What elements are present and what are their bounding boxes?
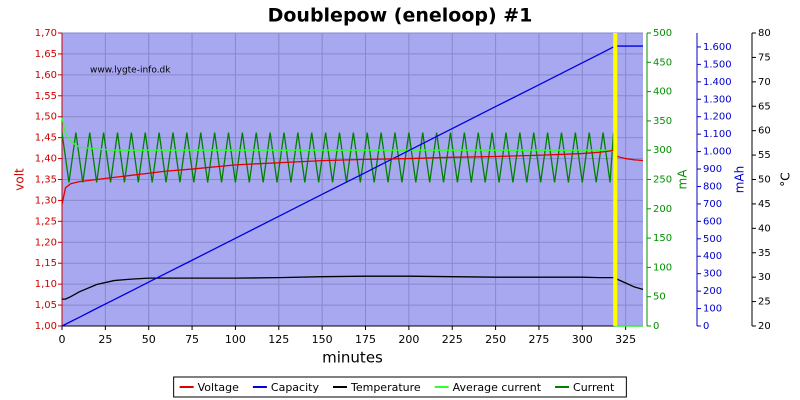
y3-tick-label: 200 (703, 286, 722, 297)
y3-tick-label: 1.300 (703, 94, 732, 105)
legend-label: Average current (453, 381, 542, 394)
y3-tick-label: 1.500 (703, 59, 732, 70)
y3-tick-label: 400 (703, 251, 722, 262)
y-axis-label: volt (13, 168, 27, 191)
chart-title: Doublepow (eneloop) #1 (268, 5, 533, 27)
y4-tick-label: 55 (758, 150, 771, 161)
y4-tick-label: 50 (758, 175, 771, 186)
y-tick-label: 1,05 (35, 300, 57, 311)
y3-tick-label: 600 (703, 216, 722, 227)
y-tick-label: 1,40 (35, 154, 57, 165)
y-tick-label: 1,70 (35, 28, 57, 39)
y3-tick-label: 1.400 (703, 77, 732, 88)
y2-tick-label: 150 (653, 233, 672, 244)
y2-tick-label: 50 (653, 292, 666, 303)
y4-tick-label: 45 (758, 199, 771, 210)
legend: Voltage Capacity Temperature Average curren… (173, 376, 627, 398)
y-tick-label: 1,50 (35, 112, 57, 123)
y2-axis-label: mA (676, 169, 690, 190)
y4-tick-label: 60 (758, 126, 771, 137)
y3-tick-label: 900 (703, 164, 722, 175)
y-tick-label: 1,15 (35, 258, 57, 269)
x-tick-label: 125 (268, 333, 289, 346)
x-tick-label: 250 (485, 333, 506, 346)
legend-label: Current (573, 381, 615, 394)
x-tick-label: 75 (185, 333, 199, 346)
y4-tick-label: 40 (758, 223, 771, 234)
x-axis-label: minutes (322, 349, 383, 367)
y4-tick-label: 30 (758, 272, 771, 283)
x-tick-label: 200 (398, 333, 419, 346)
y4-tick-label: 20 (758, 321, 771, 332)
y-tick-label: 1,60 (35, 70, 57, 81)
x-tick-label: 325 (615, 333, 636, 346)
x-tick-label: 100 (225, 333, 246, 346)
legend-label: Temperature (350, 381, 421, 394)
y-tick-label: 1,65 (35, 49, 57, 60)
y2-tick-label: 350 (653, 116, 672, 127)
y2-tick-label: 500 (653, 28, 672, 39)
y-tick-label: 1,55 (35, 91, 57, 102)
y2-tick-label: 200 (653, 204, 672, 215)
y3-tick-label: 1.200 (703, 112, 732, 123)
legend-label: Voltage (198, 381, 239, 394)
y4-tick-label: 70 (758, 77, 771, 88)
y2-tick-label: 450 (653, 57, 672, 68)
y-tick-label: 1,20 (35, 237, 57, 248)
x-tick-label: 275 (528, 333, 549, 346)
y4-tick-label: 35 (758, 248, 771, 259)
legend-label: Capacity (271, 381, 320, 394)
x-tick-label: 175 (355, 333, 376, 346)
y-tick-label: 1,10 (35, 279, 57, 290)
x-tick-label: 25 (98, 333, 112, 346)
y-tick-label: 1,00 (35, 321, 57, 332)
y3-tick-label: 800 (703, 181, 722, 192)
y-tick-label: 1,30 (35, 195, 57, 206)
y2-tick-label: 250 (653, 175, 672, 186)
y4-axis-label: °C (779, 172, 793, 186)
y4-tick-label: 25 (758, 297, 771, 308)
x-tick-label: 0 (59, 333, 66, 346)
x-tick-label: 150 (312, 333, 333, 346)
y2-tick-label: 0 (653, 321, 659, 332)
x-tick-label: 300 (572, 333, 593, 346)
y-tick-label: 1,45 (35, 133, 57, 144)
y3-tick-label: 300 (703, 269, 722, 280)
y3-tick-label: 700 (703, 199, 722, 210)
y4-tick-label: 80 (758, 28, 771, 39)
y2-tick-label: 300 (653, 145, 672, 156)
y4-tick-label: 65 (758, 101, 771, 112)
y2-tick-label: 100 (653, 262, 672, 273)
y4-tick-label: 75 (758, 52, 771, 63)
y-tick-label: 1,35 (35, 175, 57, 186)
y-tick-label: 1,25 (35, 216, 57, 227)
y3-tick-label: 1.600 (703, 42, 732, 53)
y3-tick-label: 1.000 (703, 147, 732, 158)
annotation: www.lygte-info.dk (90, 66, 171, 76)
y3-tick-label: 1.100 (703, 129, 732, 140)
x-tick-label: 225 (442, 333, 463, 346)
y2-tick-label: 400 (653, 87, 672, 98)
y3-axis-label: mAh (733, 166, 747, 194)
legend-box (173, 376, 627, 398)
y3-tick-label: 500 (703, 234, 722, 245)
y3-tick-label: 100 (703, 304, 722, 315)
y3-tick-label: 0 (703, 321, 709, 332)
x-tick-label: 50 (142, 333, 156, 346)
